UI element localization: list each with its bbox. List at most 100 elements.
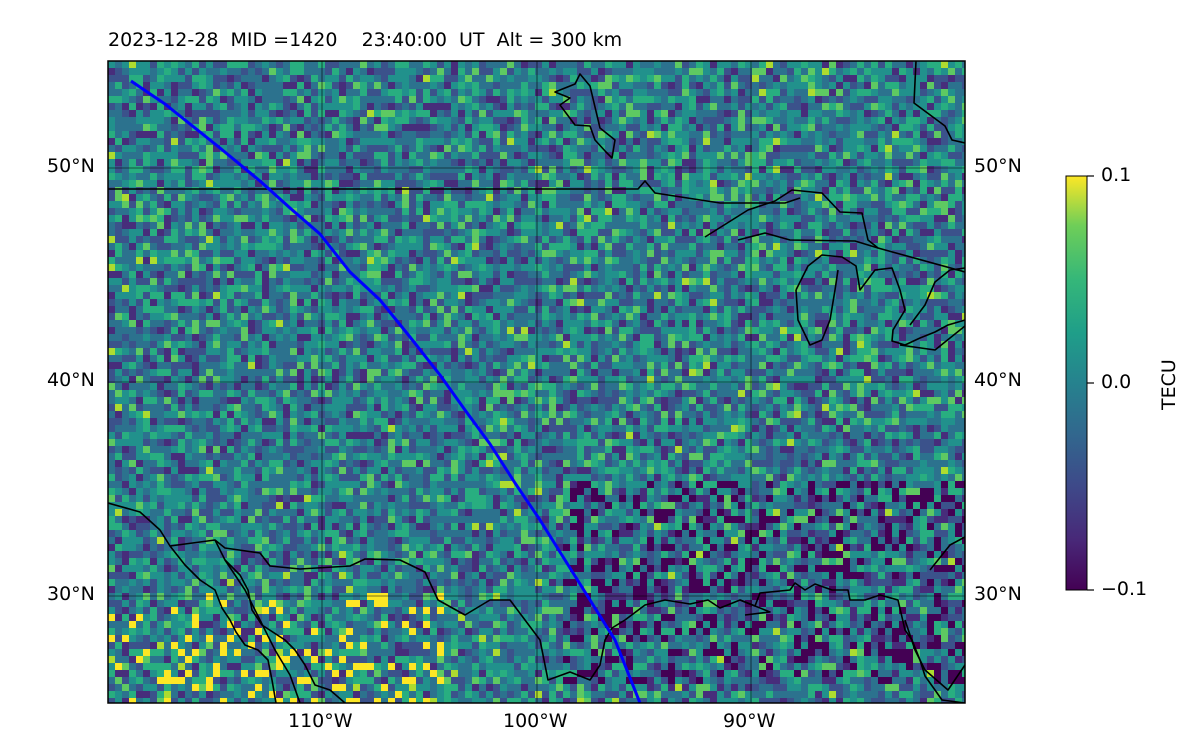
tec-pixel bbox=[332, 341, 339, 348]
tec-pixel bbox=[815, 306, 822, 313]
tec-pixel bbox=[227, 278, 234, 285]
tec-pixel bbox=[647, 145, 654, 152]
tec-pixel bbox=[346, 138, 353, 145]
tec-pixel bbox=[171, 61, 178, 68]
tec-pixel bbox=[220, 89, 227, 96]
tec-pixel bbox=[941, 89, 948, 96]
tec-pixel bbox=[220, 236, 227, 243]
tec-pixel bbox=[381, 166, 388, 173]
tec-pixel bbox=[927, 61, 934, 68]
tec-pixel bbox=[661, 145, 668, 152]
tec-pixel bbox=[171, 96, 178, 103]
tec-pixel bbox=[451, 103, 458, 110]
tec-pixel bbox=[164, 236, 171, 243]
tec-pixel bbox=[913, 180, 920, 187]
tec-pixel bbox=[395, 138, 402, 145]
tec-pixel bbox=[633, 236, 640, 243]
tec-pixel bbox=[815, 89, 822, 96]
tec-pixel bbox=[451, 264, 458, 271]
tec-pixel bbox=[500, 236, 507, 243]
tec-pixel bbox=[913, 320, 920, 327]
tec-pixel bbox=[507, 75, 514, 82]
tec-pixel bbox=[276, 208, 283, 215]
tec-pixel bbox=[668, 145, 675, 152]
tec-pixel bbox=[542, 61, 549, 68]
tec-pixel bbox=[773, 236, 780, 243]
tec-pixel bbox=[801, 110, 808, 117]
tec-pixel bbox=[185, 131, 192, 138]
tec-pixel bbox=[157, 201, 164, 208]
tec-pixel bbox=[528, 96, 535, 103]
tec-pixel bbox=[325, 250, 332, 257]
tec-pixel bbox=[941, 173, 948, 180]
tec-pixel bbox=[318, 110, 325, 117]
tec-pixel bbox=[339, 264, 346, 271]
tec-pixel bbox=[206, 201, 213, 208]
tec-pixel bbox=[689, 138, 696, 145]
tec-pixel bbox=[591, 159, 598, 166]
tec-pixel bbox=[724, 131, 731, 138]
tec-pixel bbox=[549, 194, 556, 201]
tec-pixel bbox=[514, 285, 521, 292]
tec-pixel bbox=[654, 124, 661, 131]
tec-pixel bbox=[521, 327, 528, 334]
tec-pixel bbox=[311, 152, 318, 159]
tec-pixel bbox=[262, 250, 269, 257]
tec-pixel bbox=[248, 166, 255, 173]
tec-pixel bbox=[920, 278, 927, 285]
tec-pixel bbox=[941, 236, 948, 243]
tec-pixel bbox=[724, 145, 731, 152]
tec-pixel bbox=[332, 236, 339, 243]
tec-pixel bbox=[521, 187, 528, 194]
tec-pixel bbox=[339, 243, 346, 250]
tec-pixel bbox=[633, 145, 640, 152]
tec-pixel bbox=[248, 278, 255, 285]
tec-pixel bbox=[521, 236, 528, 243]
tec-pixel bbox=[633, 215, 640, 222]
tec-pixel bbox=[934, 194, 941, 201]
tec-pixel bbox=[402, 243, 409, 250]
tec-pixel bbox=[584, 117, 591, 124]
tec-pixel bbox=[927, 187, 934, 194]
tec-pixel bbox=[829, 152, 836, 159]
tec-pixel bbox=[199, 117, 206, 124]
tec-pixel bbox=[500, 75, 507, 82]
tec-pixel bbox=[262, 320, 269, 327]
tec-pixel bbox=[549, 271, 556, 278]
tec-pixel bbox=[472, 236, 479, 243]
tec-pixel bbox=[885, 194, 892, 201]
tec-pixel bbox=[297, 96, 304, 103]
tec-pixel bbox=[143, 215, 150, 222]
tec-pixel bbox=[808, 229, 815, 236]
tec-pixel bbox=[871, 257, 878, 264]
tec-pixel bbox=[591, 89, 598, 96]
tec-pixel bbox=[311, 110, 318, 117]
tec-pixel bbox=[780, 278, 787, 285]
tec-pixel bbox=[640, 299, 647, 306]
tec-pixel bbox=[864, 96, 871, 103]
tec-pixel bbox=[227, 306, 234, 313]
tec-pixel bbox=[822, 159, 829, 166]
tec-pixel bbox=[934, 299, 941, 306]
tec-pixel bbox=[451, 138, 458, 145]
tec-pixel bbox=[857, 215, 864, 222]
tec-pixel bbox=[122, 278, 129, 285]
tec-pixel bbox=[815, 320, 822, 327]
tec-pixel bbox=[654, 117, 661, 124]
tec-pixel bbox=[311, 278, 318, 285]
tec-pixel bbox=[507, 250, 514, 257]
tec-pixel bbox=[458, 257, 465, 264]
tec-pixel bbox=[255, 96, 262, 103]
tec-pixel bbox=[682, 334, 689, 341]
tec-pixel bbox=[486, 236, 493, 243]
tec-pixel bbox=[941, 250, 948, 257]
tec-pixel bbox=[472, 299, 479, 306]
tec-pixel bbox=[136, 250, 143, 257]
tec-pixel bbox=[647, 117, 654, 124]
tec-pixel bbox=[164, 194, 171, 201]
tec-pixel bbox=[171, 194, 178, 201]
tec-pixel bbox=[514, 243, 521, 250]
tec-pixel bbox=[647, 313, 654, 320]
tec-pixel bbox=[556, 320, 563, 327]
tec-pixel bbox=[682, 131, 689, 138]
